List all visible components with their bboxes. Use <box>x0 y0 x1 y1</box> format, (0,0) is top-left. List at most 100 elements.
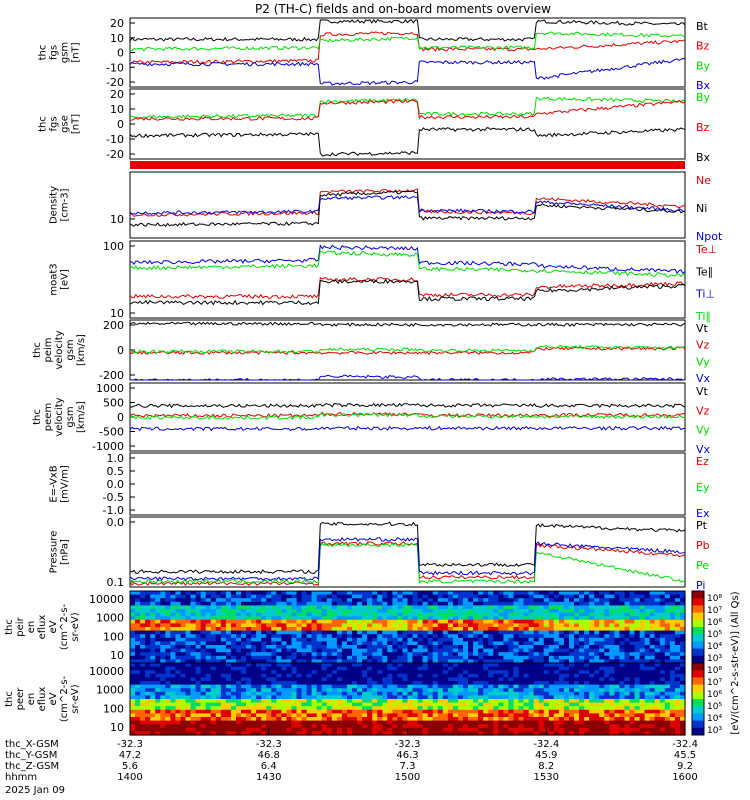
spectrogram-cell <box>266 623 272 628</box>
spectrogram-cell <box>427 612 434 617</box>
spectrogram-cell <box>336 702 343 707</box>
spectrogram-cell <box>165 598 171 603</box>
spectrogram-cell <box>503 648 509 653</box>
spectrogram-cell <box>286 727 292 732</box>
spectrogram-cell <box>589 663 595 668</box>
spectrogram-cell <box>528 720 535 725</box>
ytick-label: 0.0 <box>107 478 125 491</box>
spectrogram-cell <box>569 619 575 624</box>
spectrogram-cell <box>311 717 318 722</box>
spectrogram-cell <box>180 655 187 660</box>
spectrogram-cell <box>377 673 383 678</box>
spectrogram-cell <box>271 612 277 617</box>
spectrogram-cell <box>533 699 540 704</box>
spectrogram-cell <box>417 623 424 628</box>
spectrogram-cell <box>281 641 287 646</box>
spectrogram-cell <box>478 623 484 628</box>
spectrogram-cell <box>503 594 509 599</box>
spectrogram-cell <box>180 677 187 682</box>
spectrograms-group: thc peir en eflux eV (cm^2-s-sr-eV)1000010001… <box>4 590 741 736</box>
spectrogram-cell <box>266 709 272 714</box>
spectrogram-cell <box>503 630 509 635</box>
spectrogram-cell <box>533 684 540 689</box>
spectrogram-cell <box>523 659 530 664</box>
spectrogram-cell <box>150 645 156 650</box>
spectrogram-cell <box>528 634 535 639</box>
spectrogram-cell <box>594 673 600 678</box>
spectrogram-cell <box>463 706 469 711</box>
spectrogram-cell <box>190 713 197 718</box>
spectrogram-cell <box>367 706 373 711</box>
spectrogram-cell <box>382 609 388 614</box>
spectrogram-cell <box>130 601 136 606</box>
spectrogram-cell <box>422 641 429 646</box>
spectrogram-cell <box>664 616 671 621</box>
spectrogram-cell <box>266 720 272 725</box>
spectrogram-cell <box>331 659 338 664</box>
series-line-Vt <box>129 402 686 409</box>
spectrogram-cell <box>296 731 303 736</box>
spectrogram-cell <box>130 619 136 624</box>
spectrogram-cell <box>220 612 227 617</box>
spectrogram-cell <box>649 619 656 624</box>
spectrogram-cell <box>649 634 656 639</box>
spectrogram-cell <box>220 709 227 714</box>
spectrogram-cell <box>619 663 625 668</box>
spectrogram-cell <box>402 720 409 725</box>
spectrogram-cell <box>674 594 681 599</box>
spectrogram-cell <box>185 663 192 668</box>
spectrogram-cell <box>473 630 479 635</box>
spectrogram-cell <box>215 709 222 714</box>
spectrogram-cell <box>392 713 398 718</box>
panel-ylabel: [nT] <box>71 114 82 134</box>
spectrogram-cell <box>256 681 262 686</box>
spectrogram-cell <box>296 688 303 693</box>
spectrogram-cell <box>609 666 615 671</box>
spectrogram-cell <box>483 616 489 621</box>
spectrogram-cell <box>382 663 388 668</box>
spectrogram-cell <box>669 709 676 714</box>
spectrogram-cell <box>402 652 409 657</box>
spectrogram-cell <box>523 634 530 639</box>
spectrogram-cell <box>654 709 661 714</box>
spectrogram-cell <box>271 648 277 653</box>
spectrogram-cell <box>422 727 429 732</box>
spectrogram-cell <box>644 709 651 714</box>
spectrogram-cell <box>609 634 615 639</box>
orbit-table: thc_X-GSM -32.3 -32.3 -32.3 -32.4 -32.4thc_Y-… <box>5 728 698 796</box>
spectrogram-cell <box>609 609 615 614</box>
spectrogram-cell <box>261 598 267 603</box>
spectrogram-cell <box>523 623 530 628</box>
spectrogram-cell <box>594 727 600 732</box>
spectrogram-cell <box>281 706 287 711</box>
spectrogram-cell <box>674 652 681 657</box>
spectrogram-cell <box>644 731 651 736</box>
spectrogram-cell <box>659 709 666 714</box>
spectrogram-cell <box>291 720 298 725</box>
spectrogram-cell <box>170 731 176 736</box>
spectrogram-cell <box>236 601 242 606</box>
spectrogram-cell <box>170 684 176 689</box>
spectrogram-cell <box>180 702 187 707</box>
spectrogram-cell <box>205 601 212 606</box>
spectrogram-cell <box>579 627 585 632</box>
spectrogram-cell <box>558 637 565 642</box>
spectrogram-cell <box>311 681 318 686</box>
spectrogram-cell <box>140 659 146 664</box>
spectrogram-cell <box>281 691 287 696</box>
spectrogram-cell <box>407 673 414 678</box>
spectrogram-cell <box>210 641 217 646</box>
spectrogram-cell <box>432 630 439 635</box>
spectrogram-cell <box>387 681 393 686</box>
spectrogram-cell <box>458 688 464 693</box>
spectrogram-cell <box>417 594 424 599</box>
spectrogram-cell <box>271 670 277 675</box>
spectrogram-cell <box>609 717 615 722</box>
spectrogram-cell <box>649 598 656 603</box>
spectrogram-cell <box>528 706 535 711</box>
spectrogram-cell <box>311 663 318 668</box>
spectrogram-cell <box>372 681 378 686</box>
spectrogram-cell <box>528 699 535 704</box>
spectrogram-cell <box>200 731 207 736</box>
spectrogram-cell <box>412 688 419 693</box>
